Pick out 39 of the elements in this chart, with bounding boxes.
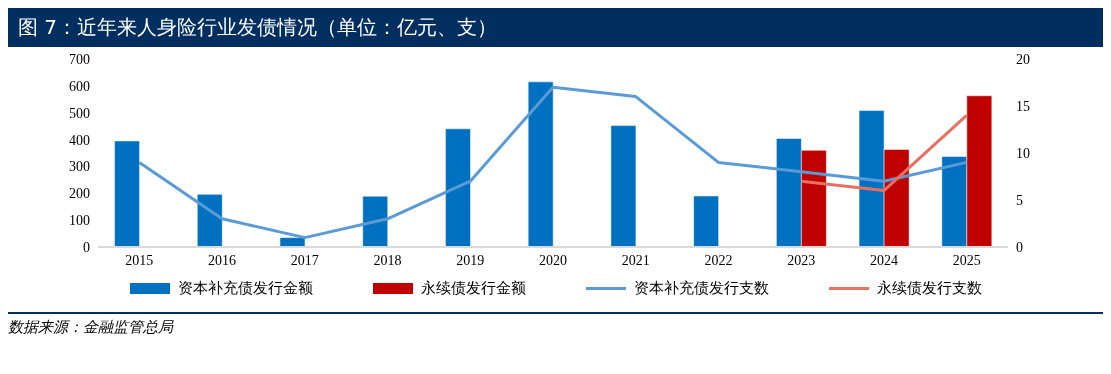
x-tick-label: 2015 <box>125 252 154 268</box>
x-tick-label: 2016 <box>208 252 237 268</box>
y-tick-label: 200 <box>69 186 90 202</box>
x-tick-label: 2019 <box>456 252 485 268</box>
x-tick-label: 2020 <box>539 252 567 268</box>
bar <box>362 195 388 247</box>
y2-tick-label: 5 <box>1016 192 1023 208</box>
bar <box>279 237 306 247</box>
source-note: 数据来源：金融监管总局 <box>8 318 175 337</box>
legend-label: 永续债发行金额 <box>420 279 526 298</box>
x-tick-label: 2018 <box>373 252 402 268</box>
y2-tick-label: 20 <box>1016 51 1030 67</box>
x-tick-label: 2017 <box>290 252 319 268</box>
bar <box>527 81 554 247</box>
x-tick-label: 2023 <box>787 252 816 268</box>
bar <box>610 125 637 247</box>
x-tick-label: 2024 <box>869 252 898 268</box>
y-tick-label: 0 <box>83 239 90 255</box>
x-tick-label: 2022 <box>704 252 733 268</box>
bar <box>114 140 140 247</box>
y2-tick-label: 0 <box>1016 239 1023 255</box>
bar <box>197 194 223 247</box>
x-tick-label: 2021 <box>621 252 650 268</box>
chart-title: 图 7：近年来人身险行业发债情况（单位：亿元、支） <box>8 8 1103 47</box>
bar <box>693 195 719 247</box>
y-tick-label: 500 <box>69 105 90 121</box>
y-tick-label: 600 <box>69 78 90 94</box>
y-tick-label: 400 <box>69 132 90 148</box>
line-series <box>137 85 969 240</box>
y-tick-label: 300 <box>69 159 90 175</box>
y-tick-label: 700 <box>69 51 90 67</box>
legend-label: 永续债发行支数 <box>876 279 982 298</box>
y-tick-label: 100 <box>69 213 90 229</box>
y2-tick-label: 15 <box>1016 98 1030 114</box>
legend-label: 资本补充债发行支数 <box>633 279 769 298</box>
legend-label: 资本补充债发行金额 <box>177 279 313 298</box>
bar <box>445 128 471 247</box>
x-tick-label: 2025 <box>952 252 981 268</box>
y2-tick-label: 10 <box>1016 145 1030 161</box>
